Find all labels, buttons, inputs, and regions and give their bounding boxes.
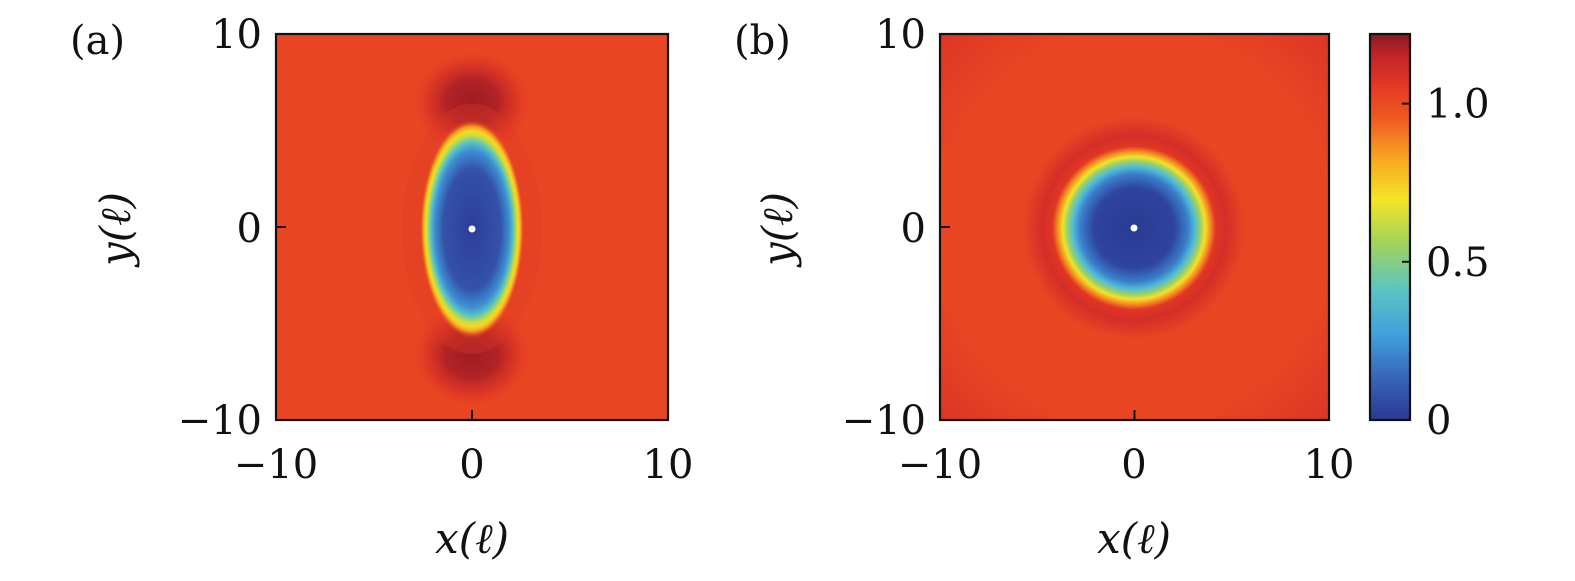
xtick-label-a-right: 10: [643, 442, 694, 488]
ytick-label-a-top: 10: [211, 12, 262, 58]
colorbar-tick-labels: 0 0.5 1.0: [1426, 82, 1490, 444]
heatmap-panel-a: (a) 10 0 −10 −10 0 10 x(ℓ) y(ℓ): [70, 12, 693, 563]
colorbar-ticks: [1402, 102, 1410, 421]
ytick-label-b-bottom: −10: [842, 398, 926, 444]
heatmap-peak-upper: [412, 50, 532, 154]
heatmap-peak-lower: [412, 303, 532, 407]
panel-label-a: (a): [70, 18, 125, 64]
ylabel-b: y(ℓ): [753, 192, 802, 268]
colorbar-tick-label-2: 1.0: [1426, 82, 1490, 128]
tick-marks-b: [939, 33, 1330, 421]
colorbar-tick-label-1: 0.5: [1426, 240, 1490, 286]
colorbar-gradient: [1370, 34, 1410, 420]
colorbar-frame: [1368, 32, 1412, 422]
ytick-label-b-top: 10: [875, 12, 926, 58]
xtick-label-b-mid: 0: [1121, 442, 1146, 488]
xlabel-a: x(ℓ): [435, 514, 509, 563]
xtick-label-a-mid: 0: [459, 442, 484, 488]
colorbar: 0 0.5 1.0: [1368, 32, 1490, 444]
ytick-label-a-mid: 0: [237, 206, 262, 252]
xlabel-b: x(ℓ): [1097, 514, 1171, 563]
xtick-label-b-right: 10: [1304, 442, 1355, 488]
center-marker-a: [468, 225, 476, 233]
center-marker-b: [1130, 224, 1138, 232]
ytick-label-a-bottom: −10: [178, 398, 262, 444]
colorbar-tick-label-0: 0: [1426, 398, 1451, 444]
heatmap-panel-b: (b) 10 0 −10 −10 0 10 x(ℓ) y(ℓ): [734, 12, 1354, 563]
xtick-label-b-left: −10: [898, 442, 982, 488]
panel-label-b: (b): [734, 18, 791, 64]
ytick-label-b-mid: 0: [901, 206, 926, 252]
tick-marks-a: [275, 33, 669, 421]
xtick-label-a-left: −10: [234, 442, 318, 488]
ylabel-a: y(ℓ): [91, 192, 140, 268]
